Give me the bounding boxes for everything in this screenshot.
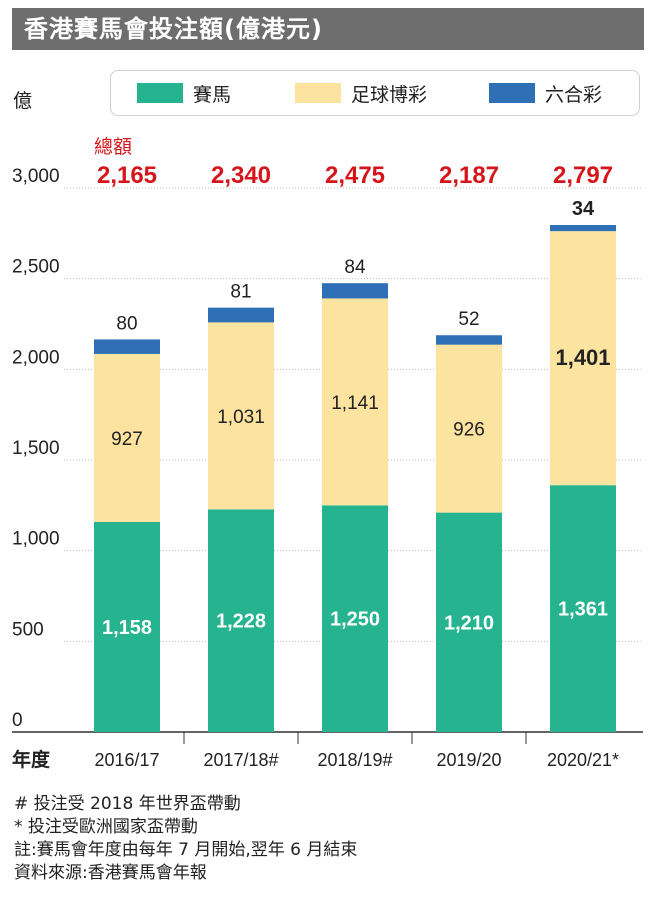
- y-tick-label: 500: [12, 619, 44, 640]
- bar-segment: [94, 339, 160, 354]
- stacked-bar-chart: 0 500 1,000 1,500 2,000 2,500 3,000 年度 1,158 927 8…: [12, 162, 643, 771]
- x-tick-label: 2017/18#: [203, 750, 278, 770]
- unit-label: 億: [13, 90, 33, 112]
- data-label: 81: [230, 282, 251, 303]
- y-tick-label: 0: [12, 710, 23, 731]
- legend-label-mark-six: 六合彩: [545, 83, 603, 106]
- total-label: 2,187: [439, 162, 499, 189]
- total-label: 2,797: [553, 162, 613, 189]
- data-label: 1,210: [444, 612, 494, 634]
- y-tick-label: 1,000: [12, 529, 60, 550]
- data-label: 84: [344, 257, 366, 278]
- bar-segment: [322, 298, 388, 506]
- legend-item-horse-racing: 賽馬: [137, 80, 231, 106]
- bar-segment: [208, 322, 274, 510]
- y-tick-label: 3,000: [12, 166, 60, 187]
- data-label: 34: [572, 198, 595, 220]
- data-label: 52: [458, 309, 479, 330]
- data-label: 1,250: [330, 609, 380, 631]
- total-label: 2,165: [97, 162, 157, 189]
- x-tick-label: 2018/19#: [317, 750, 392, 770]
- x-tick-label: 2020/21*: [547, 750, 619, 770]
- legend-item-football: 足球博彩: [295, 80, 427, 106]
- bar-segment: [208, 509, 274, 732]
- bar-segment: [436, 344, 502, 513]
- data-label: 1,141: [331, 393, 379, 414]
- footnote-3: 註:賽馬會年度由每年 7 月開始,翌年 6 月結束: [14, 840, 358, 860]
- chart-title: 香港賽馬會投注額(億港元): [12, 8, 644, 50]
- y-tick-label: 2,000: [12, 347, 60, 368]
- bar-segment: [550, 485, 616, 732]
- bar-segment: [94, 353, 160, 523]
- y-tick-label: 2,500: [12, 257, 60, 278]
- data-label: 926: [453, 420, 485, 441]
- bar-segment: [322, 283, 388, 299]
- data-label: 1,401: [555, 345, 610, 370]
- legend: 賽馬 足球博彩 六合彩: [110, 70, 640, 116]
- bar-segment: [208, 307, 274, 323]
- x-axis-title: 年度: [12, 748, 51, 771]
- footnote-1: # 投注受 2018 年世界盃帶動: [14, 794, 241, 814]
- legend-label-horse-racing: 賽馬: [193, 83, 232, 106]
- footnotes: # 投注受 2018 年世界盃帶動 * 投注受歐洲國家盃帶動 註:賽馬會年度由每…: [14, 793, 357, 885]
- legend-swatch-football: [295, 83, 341, 103]
- bar-segment: [550, 231, 616, 486]
- data-label: 1,361: [558, 599, 608, 621]
- x-tick-label: 2019/20: [436, 750, 501, 770]
- footnote-2: * 投注受歐洲國家盃帶動: [14, 817, 198, 837]
- total-caption: 總額: [94, 136, 133, 158]
- total-label: 2,475: [325, 162, 385, 189]
- bar-segment: [94, 522, 160, 732]
- data-label: 927: [111, 429, 143, 450]
- data-label: 1,158: [102, 617, 152, 639]
- legend-swatch-mark-six: [489, 83, 535, 103]
- bar-segment: [550, 224, 616, 232]
- legend-item-mark-six: 六合彩: [489, 80, 602, 106]
- total-label: 2,340: [211, 162, 271, 189]
- bar-segment: [322, 505, 388, 732]
- bar-segment: [436, 335, 502, 345]
- data-label: 80: [116, 313, 137, 334]
- legend-label-football: 足球博彩: [351, 83, 428, 106]
- data-label: 1,031: [217, 407, 265, 428]
- data-label: 1,228: [216, 611, 266, 633]
- y-tick-label: 1,500: [12, 438, 60, 459]
- footnote-4: 資料來源:香港賽馬會年報: [14, 863, 207, 883]
- legend-swatch-horse-racing: [137, 83, 183, 103]
- x-tick-label: 2016/17: [94, 750, 159, 770]
- bar-segment: [436, 512, 502, 732]
